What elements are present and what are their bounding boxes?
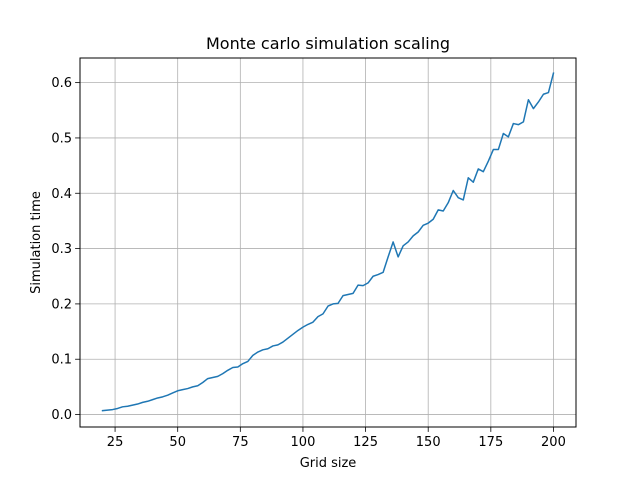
y-tick-label: 0.1 — [51, 353, 72, 368]
y-tick-label: 0.3 — [51, 242, 72, 257]
y-tick-label: 0.6 — [51, 76, 72, 91]
y-tick-label: 0.0 — [51, 408, 72, 423]
grid — [80, 58, 576, 427]
series-layer — [101, 72, 555, 412]
x-tick-label: 200 — [541, 435, 566, 450]
y-axis: 0.0 0.1 0.2 0.3 0.4 0.5 0.6 — [51, 76, 80, 423]
x-axis: 25 50 75 100 125 150 175 200 — [107, 427, 566, 450]
x-tick-label: 100 — [291, 435, 316, 450]
x-tick-label: 25 — [107, 435, 124, 450]
x-axis-label: Grid size — [300, 456, 357, 471]
plot-area — [80, 58, 576, 427]
axes-frame — [79, 57, 577, 428]
x-tick-label: 75 — [232, 435, 249, 450]
y-tick-label: 0.5 — [51, 131, 72, 146]
y-tick-label: 0.2 — [51, 297, 72, 312]
y-tick-label: 0.4 — [51, 187, 72, 202]
x-tick-label: 125 — [353, 435, 378, 450]
x-tick-label: 50 — [169, 435, 186, 450]
chart-title: Monte carlo simulation scaling — [206, 34, 450, 53]
series-line — [101, 72, 555, 412]
x-tick-label: 175 — [478, 435, 503, 450]
x-tick-label: 150 — [416, 435, 441, 450]
y-axis-label: Simulation time — [29, 191, 44, 294]
